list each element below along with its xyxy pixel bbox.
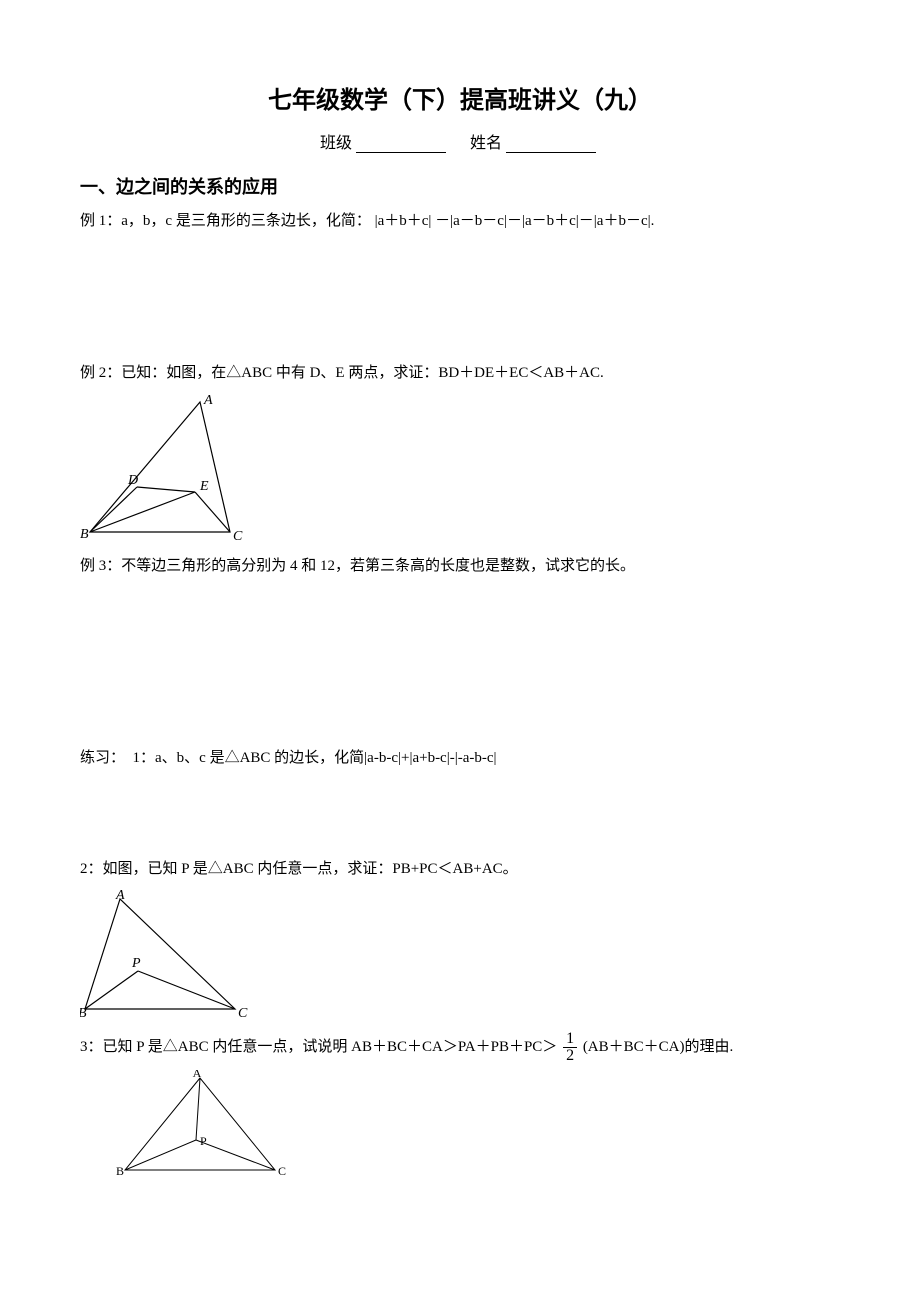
example-3: 例 3：不等边三角形的高分别为 4 和 12，若第三条高的长度也是整数，试求它的… [80, 554, 840, 580]
name-blank [506, 135, 596, 153]
practice-1-text: 1：a、b、c 是△ABC 的边长，化简|a-b-c|+|a+b-c|-|-a-… [133, 750, 497, 766]
practice-3-post: (AB＋BC＋CA)的理由. [583, 1038, 733, 1054]
practice-label: 练习： [80, 750, 125, 766]
label-C: C [233, 529, 243, 542]
practice-3: 3：已知 P 是△ABC 内任意一点，试说明 AB＋BC＋CA＞PA＋PB＋PC… [80, 1031, 840, 1064]
label-C2: C [238, 1006, 248, 1019]
label-C3: C [278, 1164, 286, 1178]
class-blank [356, 135, 446, 153]
label-D: D [127, 473, 138, 488]
section-1-heading: 一、边之间的关系的应用 [80, 173, 840, 199]
label-B: B [80, 527, 89, 542]
student-info-line: 班级 姓名 [80, 129, 840, 153]
label-P2: P [131, 956, 141, 971]
practice-2: 2：如图，已知 P 是△ABC 内任意一点，求证：PB+PC＜AB+AC。 [80, 857, 840, 883]
figure-practice-3: A B C P [110, 1070, 840, 1180]
example-2: 例 2：已知：如图，在△ABC 中有 D、E 两点，求证：BD＋DE＋EC＜AB… [80, 361, 840, 387]
figure-example-2: A B C D E [80, 392, 840, 542]
label-E: E [199, 479, 209, 494]
example-1: 例 1：a，b，c 是三角形的三条边长，化简： |a＋b＋c| －|a－b－c|… [80, 209, 840, 235]
fraction-half: 1 2 [563, 1031, 577, 1064]
practice-1: 练习： 1：a、b、c 是△ABC 的边长，化简|a-b-c|+|a+b-c|-… [80, 746, 840, 772]
label-B3: B [116, 1164, 124, 1178]
label-A: A [203, 393, 213, 408]
name-label: 姓名 [470, 135, 502, 152]
label-A2: A [115, 889, 125, 903]
fraction-denominator: 2 [563, 1047, 577, 1064]
figure-practice-2: A B C P [80, 889, 840, 1019]
document-title: 七年级数学（下）提高班讲义（九） [80, 80, 840, 115]
practice-3-pre: 3：已知 P 是△ABC 内任意一点，试说明 AB＋BC＋CA＞PA＋PB＋PC… [80, 1038, 557, 1054]
label-B2: B [80, 1006, 87, 1019]
label-P3: P [200, 1134, 207, 1148]
label-A3: A [193, 1070, 202, 1080]
fraction-numerator: 1 [563, 1031, 577, 1047]
class-label: 班级 [320, 135, 352, 152]
